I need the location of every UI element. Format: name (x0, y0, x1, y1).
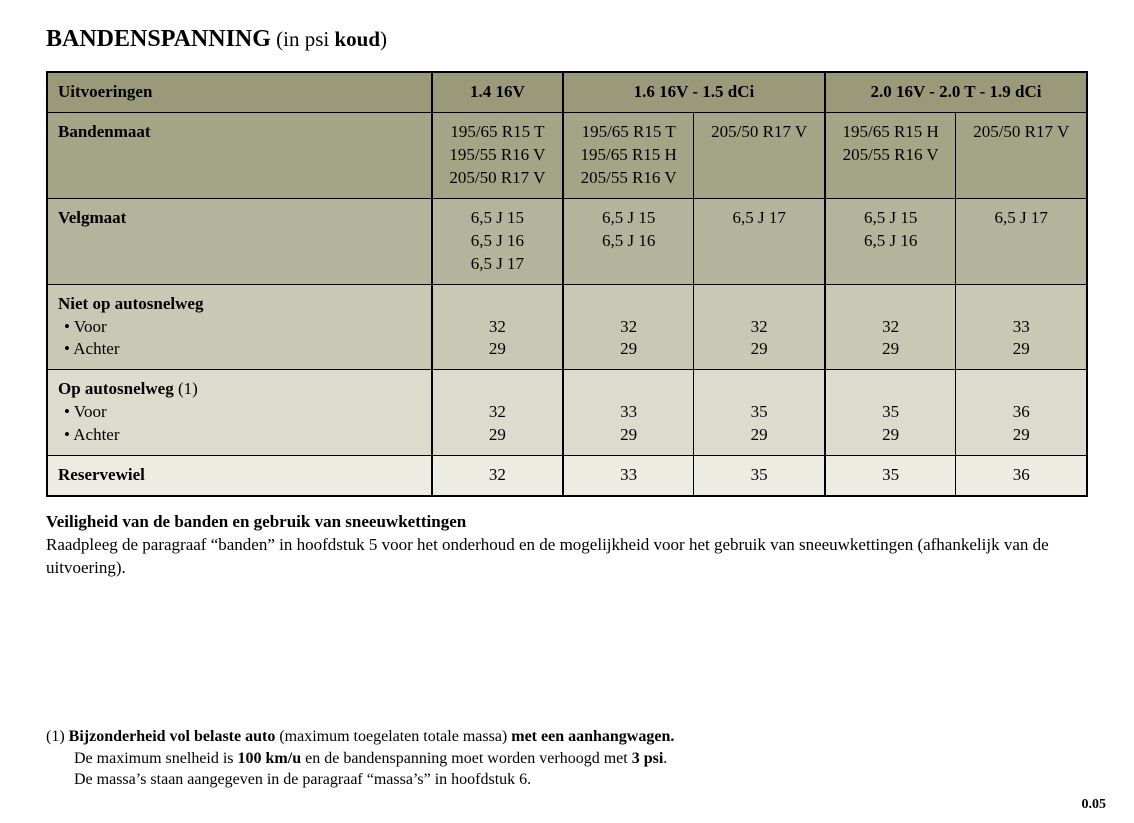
table-cell: 32 29 (694, 284, 825, 370)
row-sublabel: • Achter (58, 424, 421, 447)
table-cell: 32 29 (432, 370, 563, 456)
footnote-text: (maximum toegelaten totale massa) (275, 728, 511, 745)
table-cell: 195/65 R15 T 195/55 R16 V 205/50 R17 V (432, 112, 563, 198)
table-cell: 36 29 (956, 370, 1087, 456)
footnote-line1: (1) Bijzonderheid vol belaste auto (maxi… (46, 726, 1088, 748)
table-cell: 32 (432, 456, 563, 496)
page: BANDENSPANNING (in psi koud) Uitvoeringe… (0, 0, 1134, 823)
table-row: Velgmaat 6,5 J 15 6,5 J 16 6,5 J 17 6,5 … (47, 198, 1087, 284)
table-cell: 35 (694, 456, 825, 496)
page-number: 0.05 (1082, 797, 1107, 813)
col-header-3: 2.0 16V - 2.0 T - 1.9 dCi (825, 72, 1087, 112)
table-row: Reservewiel 32 33 35 35 36 (47, 456, 1087, 496)
row-sublabel: • Voor (58, 316, 421, 339)
table-cell: 205/50 R17 V (956, 112, 1087, 198)
table-cell: 32 29 (432, 284, 563, 370)
footnote-line3: De massa’s staan aangegeven in de paragr… (46, 769, 1088, 791)
table-cell: 6,5 J 17 (956, 198, 1087, 284)
row-label-suffix: (1) (174, 379, 198, 398)
table-cell: 35 29 (694, 370, 825, 456)
row-label-text: Niet op autosnelweg (58, 294, 203, 313)
row-sublabel: • Achter (58, 338, 421, 361)
table-cell: 36 (956, 456, 1087, 496)
footnote-bold: 100 km/u (238, 750, 302, 767)
table-cell: 32 29 (563, 284, 694, 370)
title-main: BANDENSPANNING (46, 26, 271, 52)
table-cell: 6,5 J 17 (694, 198, 825, 284)
table-row: Op autosnelweg (1) • Voor • Achter 32 29… (47, 370, 1087, 456)
footnote-text: De maximum snelheid is (74, 750, 238, 767)
row-label: Reservewiel (47, 456, 432, 496)
table-cell: 33 29 (563, 370, 694, 456)
footnote-bold: 3 psi (632, 750, 664, 767)
row-label: Op autosnelweg (1) • Voor • Achter (47, 370, 432, 456)
footnote-prefix: (1) (46, 728, 69, 745)
title-paren-bold: koud (335, 27, 381, 51)
table-cell: 35 (825, 456, 956, 496)
table-header-row: Uitvoeringen 1.4 16V 1.6 16V - 1.5 dCi 2… (47, 72, 1087, 112)
title-paren-close: ) (380, 27, 387, 51)
page-title: BANDENSPANNING (in psi koud) (46, 26, 1088, 53)
col-header-1: 1.4 16V (432, 72, 563, 112)
row-label: Bandenmaat (47, 112, 432, 198)
notes-body: Raadpleeg de paragraaf “banden” in hoofd… (46, 534, 1088, 580)
table-row: Bandenmaat 195/65 R15 T 195/55 R16 V 205… (47, 112, 1087, 198)
col-header-label: Uitvoeringen (47, 72, 432, 112)
table-cell: 35 29 (825, 370, 956, 456)
table-cell: 195/65 R15 T 195/65 R15 H 205/55 R16 V (563, 112, 694, 198)
table-cell: 6,5 J 15 6,5 J 16 (563, 198, 694, 284)
notes-section: Veiligheid van de banden en gebruik van … (46, 511, 1088, 580)
tyre-pressure-table: Uitvoeringen 1.4 16V 1.6 16V - 1.5 dCi 2… (46, 71, 1088, 497)
footnote-text: en de bandenspanning moet worden verhoog… (301, 750, 632, 767)
title-paren-open: (in psi (271, 27, 335, 51)
row-label-text: Op autosnelweg (58, 379, 174, 398)
footnote-bold: Bijzonderheid vol belaste auto (69, 728, 276, 745)
row-label: Velgmaat (47, 198, 432, 284)
col-header-2: 1.6 16V - 1.5 dCi (563, 72, 825, 112)
table-row: Niet op autosnelweg • Voor • Achter 32 2… (47, 284, 1087, 370)
table-cell: 33 (563, 456, 694, 496)
table-body: Bandenmaat 195/65 R15 T 195/55 R16 V 205… (47, 112, 1087, 496)
table-cell: 33 29 (956, 284, 1087, 370)
footnote: (1) Bijzonderheid vol belaste auto (maxi… (46, 726, 1088, 791)
notes-heading: Veiligheid van de banden en gebruik van … (46, 511, 1088, 534)
table-cell: 195/65 R15 H 205/55 R16 V (825, 112, 956, 198)
footnote-text: . (663, 750, 667, 767)
row-sublabel: • Voor (58, 401, 421, 424)
footnote-bold: met een aanhangwagen. (511, 728, 674, 745)
footnote-line2: De maximum snelheid is 100 km/u en de ba… (46, 748, 1088, 770)
table-cell: 6,5 J 15 6,5 J 16 6,5 J 17 (432, 198, 563, 284)
table-cell: 32 29 (825, 284, 956, 370)
table-cell: 205/50 R17 V (694, 112, 825, 198)
table-cell: 6,5 J 15 6,5 J 16 (825, 198, 956, 284)
row-label: Niet op autosnelweg • Voor • Achter (47, 284, 432, 370)
